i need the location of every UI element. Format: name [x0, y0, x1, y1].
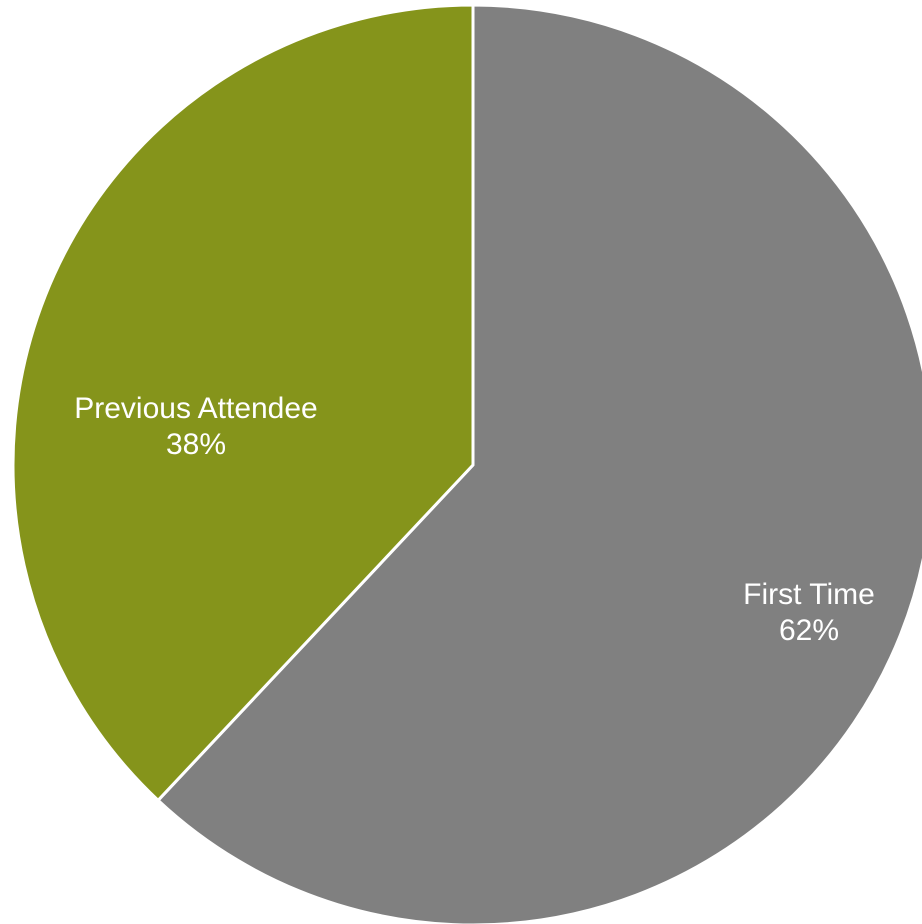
pie-slice-previous-attendee — [11, 3, 475, 802]
pie-labels: First Time 62% Previous Attendee 38% — [74, 392, 875, 647]
slice-category-label: Previous Attendee — [74, 392, 318, 425]
pie-slice-first-time — [156, 3, 922, 924]
slice-value-label: 62% — [779, 614, 839, 647]
slice-label-first-time: First Time 62% — [743, 578, 875, 647]
slice-category-label: First Time — [743, 578, 875, 611]
slice-value-label: 38% — [166, 428, 226, 461]
pie-slices — [11, 3, 922, 924]
slice-label-previous-attendee: Previous Attendee 38% — [74, 392, 318, 461]
